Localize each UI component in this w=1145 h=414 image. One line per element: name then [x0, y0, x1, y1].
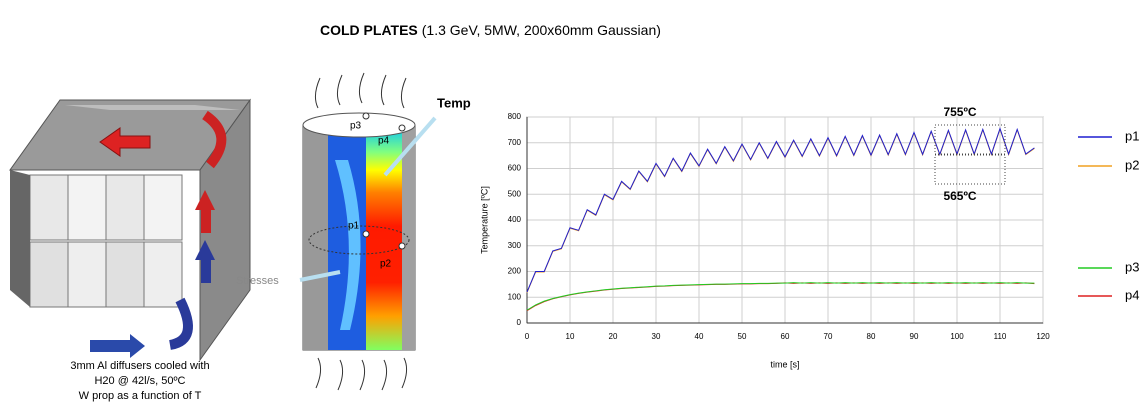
caption-line: 3mm Al diffusers cooled with — [70, 360, 209, 372]
x-tick-label: 10 — [566, 332, 575, 341]
annotation: 755ºC — [943, 105, 976, 119]
stresses-label: Stresses — [236, 275, 279, 287]
annotation-box — [934, 124, 1006, 155]
caption-line: H20 @ 42l/s, 50ºC — [94, 375, 185, 387]
temp-label: Temp — [437, 95, 471, 110]
x-tick-label: 60 — [781, 332, 790, 341]
y-tick-label: 400 — [508, 215, 522, 224]
y-tick-label: 500 — [508, 189, 522, 198]
x-tick-label: 80 — [867, 332, 876, 341]
cylinder-diagram: p3 p4 p1 p2 Temp Stresses — [236, 72, 471, 391]
title-rest: (1.3 GeV, 5MW, 200x60mm Gaussian) — [422, 22, 661, 38]
point-label: p3 — [350, 121, 362, 132]
x-tick-label: 110 — [994, 332, 1007, 341]
x-tick-label: 0 — [525, 332, 530, 341]
y-tick-label: 100 — [508, 292, 522, 301]
y-tick-label: 600 — [508, 164, 522, 173]
x-tick-label: 30 — [652, 332, 661, 341]
y-tick-label: 700 — [508, 138, 522, 147]
x-tick-label: 120 — [1036, 332, 1050, 341]
point-label: p1 — [348, 221, 360, 232]
x-tick-label: 100 — [950, 332, 964, 341]
legend-label: p3 — [1125, 259, 1139, 274]
title-bold: COLD PLATES — [320, 22, 418, 38]
x-tick-label: 70 — [824, 332, 833, 341]
annotation-box — [934, 154, 1006, 185]
point-label: p2 — [380, 259, 392, 270]
y-axis-label: Temperature [ºC] — [479, 186, 489, 254]
x-tick-label: 20 — [609, 332, 618, 341]
y-tick-label: 200 — [508, 267, 522, 276]
caption-line: W prop as a function of T — [79, 390, 202, 402]
cube-diagram: 3mm Al diffusers cooled with H20 @ 42l/s… — [9, 98, 251, 402]
legend-label: p2 — [1125, 157, 1139, 172]
x-tick-label: 40 — [695, 332, 704, 341]
x-axis-label: time [s] — [770, 359, 799, 369]
point-label: p4 — [378, 136, 390, 147]
y-tick-label: 300 — [508, 241, 522, 250]
y-tick-label: 800 — [508, 112, 522, 121]
slide-title: COLD PLATES (1.3 GeV, 5MW, 200x60mm Gauss… — [320, 22, 661, 38]
y-tick-label: 0 — [517, 318, 522, 327]
series-line — [526, 282, 1035, 311]
legend-label: p1 — [1125, 128, 1139, 143]
x-tick-label: 90 — [910, 332, 919, 341]
legend-label: p4 — [1125, 287, 1139, 302]
series-line — [526, 127, 1035, 293]
annotation: 565ºC — [943, 189, 976, 203]
x-tick-label: 50 — [738, 332, 747, 341]
